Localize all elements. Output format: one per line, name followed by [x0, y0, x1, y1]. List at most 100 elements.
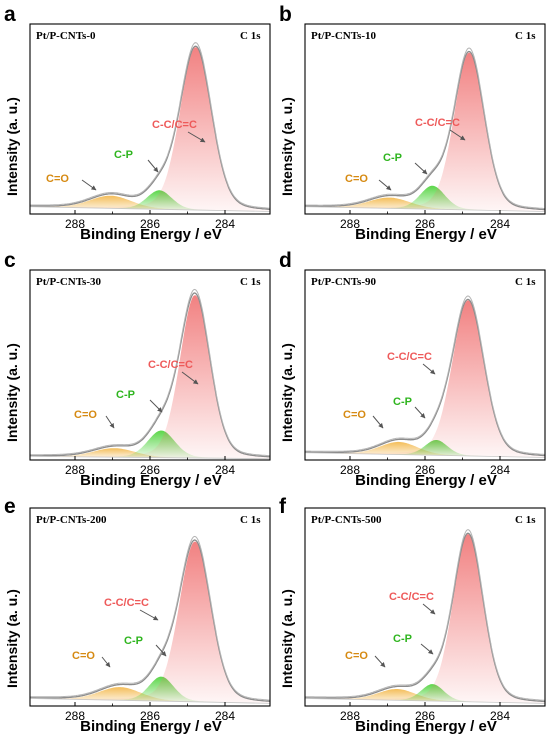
sample-title: Pt/P-CNTs-10: [311, 30, 376, 42]
chart-panel-c: 288 286 284 c Pt/P-CNTs-30 C 1s Binding En…: [0, 246, 275, 492]
baseline: [304, 206, 546, 212]
x-axis-title: Binding Energy / eV: [355, 718, 497, 735]
y-axis-title: Intensity (a. u.): [279, 343, 295, 442]
envelope-line: [305, 298, 546, 457]
panel-letter: a: [4, 3, 16, 26]
annotation-arrow: [105, 415, 115, 429]
spectrum-label: C 1s: [240, 30, 261, 42]
x-axis-title: Binding Energy / eV: [355, 226, 497, 243]
y-axis-title: Intensity (a. u.): [4, 343, 20, 442]
chart-svg-f: 288 286 284: [304, 507, 546, 723]
co-label: C=O: [74, 409, 97, 421]
annotation-arrow: [181, 371, 199, 385]
peak-fill-cc: [305, 534, 545, 704]
x-tick-label: 288: [65, 709, 85, 723]
chart-svg-a: 288 286 284: [29, 23, 271, 231]
chart-svg-b: 288 286 284: [304, 23, 546, 231]
chart-panel-d: 288 286 284 d Pt/P-CNTs-90 C 1s Binding En…: [275, 246, 550, 492]
co-label: C=O: [345, 650, 368, 662]
plot-frame: [29, 507, 271, 707]
y-axis-title: Intensity (a. u.): [279, 97, 295, 196]
envelope-line: [30, 45, 271, 211]
peak-fill-cp: [30, 190, 270, 212]
cc-label: C-C/C=C: [415, 117, 460, 129]
cp-label: C-P: [383, 152, 402, 164]
annotation-arrow: [374, 655, 386, 668]
x-tick-label: 284: [490, 463, 510, 477]
panel-letter: e: [4, 495, 16, 518]
panel-letter: c: [4, 249, 16, 272]
baseline: [29, 698, 271, 704]
x-tick-label: 286: [415, 709, 435, 723]
peak-fill-cp: [305, 684, 545, 704]
x-tick-label: 286: [140, 709, 160, 723]
annotation-arrow: [422, 363, 436, 375]
sample-title: Pt/P-CNTs-0: [36, 30, 96, 42]
cc-label: C-C/C=C: [389, 591, 434, 603]
y-axis-title: Intensity (a. u.): [279, 589, 295, 688]
chart-panel-b: 288 286 284 b Pt/P-CNTs-10 C 1s Binding En…: [275, 0, 550, 246]
annotation-arrow: [101, 656, 111, 668]
x-tick-label: 284: [215, 463, 235, 477]
x-tick-label: 288: [65, 463, 85, 477]
x-tick-label: 288: [340, 463, 360, 477]
chart-panel-a: 288 286 284 a Pt/P-CNTs-0 C 1s Binding Ene…: [0, 0, 275, 246]
cp-label: C-P: [116, 389, 135, 401]
chart-svg-c: 288 286 284: [29, 269, 271, 477]
annotation-arrow: [139, 609, 159, 621]
chart-svg-e: 288 286 284: [29, 507, 271, 723]
chart-svg-d: 288 286 284: [304, 269, 546, 477]
panel-letter: d: [279, 249, 292, 272]
raw-line: [30, 288, 271, 457]
envelope-line: [30, 292, 271, 458]
x-tick-label: 288: [340, 709, 360, 723]
envelope-line: [305, 532, 545, 703]
envelope-line: [30, 539, 271, 702]
annotation-arrow: [155, 644, 167, 657]
chart-panel-e: 288 286 284 e Pt/P-CNTs-200 C 1s Binding E…: [0, 492, 275, 738]
x-tick-label: 286: [415, 217, 435, 231]
co-label: C=O: [343, 409, 366, 421]
peak-fill-cc: [30, 47, 270, 212]
x-tick-label: 284: [490, 709, 510, 723]
x-tick-label: 284: [215, 709, 235, 723]
raw-line: [305, 47, 545, 209]
panel-letter: b: [279, 3, 292, 26]
cp-label: C-P: [393, 633, 412, 645]
raw-line: [304, 529, 546, 701]
baseline: [304, 698, 546, 704]
chart-panel-f: 288 286 284 f Pt/P-CNTs-500 C 1s Binding E…: [275, 492, 550, 738]
sample-title: Pt/P-CNTs-200: [36, 514, 107, 526]
annotation-arrow: [422, 603, 436, 615]
spectrum-label: C 1s: [515, 514, 536, 526]
cc-label: C-C/C=C: [152, 119, 197, 131]
peak-fill-cc: [30, 295, 270, 459]
baseline: [304, 452, 546, 458]
peak-fill-cp: [30, 676, 270, 704]
y-axis-title: Intensity (a. u.): [4, 589, 20, 688]
x-tick-label: 288: [340, 217, 360, 231]
co-label: C=O: [46, 173, 69, 185]
annotation-arrow: [414, 406, 426, 419]
cp-label: C-P: [124, 635, 143, 647]
x-tick-label: 286: [140, 217, 160, 231]
x-tick-label: 286: [140, 463, 160, 477]
sample-title: Pt/P-CNTs-30: [36, 276, 101, 288]
raw-line: [30, 535, 270, 701]
raw-line: [305, 295, 546, 455]
spectrum-label: C 1s: [515, 276, 536, 288]
annotation-arrow: [449, 129, 466, 141]
spectrum-label: C 1s: [240, 514, 261, 526]
annotation-arrow: [147, 159, 159, 173]
annotation-arrow: [149, 399, 163, 413]
y-axis-title: Intensity (a. u.): [4, 97, 20, 196]
spectrum-label: C 1s: [515, 30, 536, 42]
peak-fill-cc: [305, 300, 545, 458]
peak-fill-cp: [305, 185, 545, 212]
x-axis-title: Binding Energy / eV: [80, 226, 222, 243]
peak-fill-cc: [305, 52, 545, 212]
baseline: [29, 206, 271, 212]
cp-label: C-P: [393, 396, 412, 408]
cp-label: C-P: [114, 149, 133, 161]
co-label: C=O: [345, 173, 368, 185]
